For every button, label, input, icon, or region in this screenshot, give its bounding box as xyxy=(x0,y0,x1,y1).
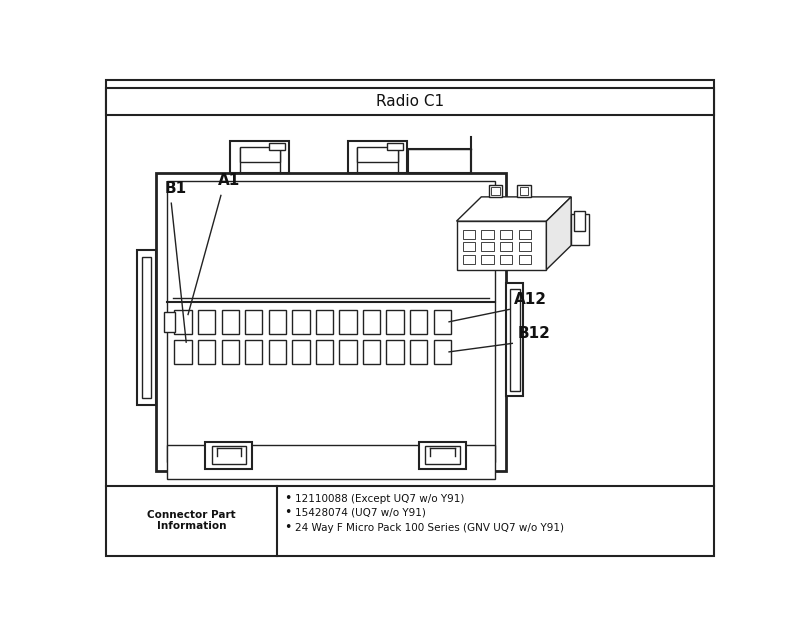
Bar xyxy=(363,340,380,364)
Bar xyxy=(518,243,531,251)
Bar xyxy=(292,340,310,364)
Bar xyxy=(434,340,451,364)
Bar xyxy=(164,312,175,331)
Bar xyxy=(316,340,333,364)
Text: A1: A1 xyxy=(218,173,240,188)
Text: 15428074 (UQ7 w/o Y91): 15428074 (UQ7 w/o Y91) xyxy=(295,507,426,517)
Bar xyxy=(518,255,531,264)
Bar xyxy=(270,143,285,150)
Bar xyxy=(222,340,239,364)
Text: A12: A12 xyxy=(514,292,547,307)
Text: •: • xyxy=(284,521,291,534)
Text: •: • xyxy=(284,506,291,518)
Bar xyxy=(363,310,380,334)
Text: 12110088 (Except UQ7 w/o Y91): 12110088 (Except UQ7 w/o Y91) xyxy=(295,494,465,503)
Bar xyxy=(457,221,546,270)
Bar xyxy=(574,212,586,231)
Bar xyxy=(245,340,262,364)
Bar xyxy=(408,149,471,173)
Bar xyxy=(410,340,427,364)
Bar xyxy=(500,230,512,239)
Bar xyxy=(174,340,192,364)
Bar xyxy=(167,181,495,462)
Bar xyxy=(510,289,520,391)
Bar xyxy=(386,310,404,334)
Text: •: • xyxy=(284,492,291,505)
Bar xyxy=(292,310,310,334)
Bar xyxy=(358,147,398,161)
Bar xyxy=(386,340,404,364)
Bar xyxy=(198,340,215,364)
Bar xyxy=(348,141,407,173)
Polygon shape xyxy=(457,197,571,221)
Text: 24 Way F Micro Pack 100 Series (GNV UQ7 w/o Y91): 24 Way F Micro Pack 100 Series (GNV UQ7 … xyxy=(295,523,564,533)
Bar xyxy=(518,185,531,197)
Bar xyxy=(426,446,459,464)
Bar xyxy=(462,230,475,239)
Bar xyxy=(419,442,466,469)
Bar xyxy=(230,141,289,173)
Bar xyxy=(138,250,156,405)
Text: Connector Part
Information: Connector Part Information xyxy=(147,510,236,532)
Bar xyxy=(174,310,192,334)
Bar xyxy=(482,255,494,264)
Bar xyxy=(156,173,506,471)
Bar xyxy=(506,283,523,396)
Bar xyxy=(491,186,500,195)
Bar xyxy=(500,243,512,251)
Bar xyxy=(571,214,589,245)
Bar xyxy=(520,186,529,195)
Bar xyxy=(198,310,215,334)
Bar xyxy=(462,243,475,251)
Text: Radio C1: Radio C1 xyxy=(376,94,444,109)
Bar xyxy=(339,340,357,364)
Bar xyxy=(482,243,494,251)
Bar xyxy=(269,310,286,334)
Bar xyxy=(387,143,402,150)
Text: B12: B12 xyxy=(518,326,550,341)
Bar xyxy=(518,230,531,239)
Bar xyxy=(142,258,151,398)
Bar xyxy=(222,310,239,334)
Bar xyxy=(239,147,280,161)
Polygon shape xyxy=(546,197,571,270)
Bar xyxy=(410,310,427,334)
Bar xyxy=(211,446,246,464)
Bar xyxy=(489,185,502,197)
Bar xyxy=(500,255,512,264)
Bar xyxy=(434,310,451,334)
Bar xyxy=(106,88,714,115)
Bar xyxy=(269,340,286,364)
Bar xyxy=(339,310,357,334)
Bar xyxy=(167,445,495,479)
Bar xyxy=(316,310,333,334)
Text: B1: B1 xyxy=(165,181,187,196)
Bar xyxy=(462,255,475,264)
Bar xyxy=(482,230,494,239)
Bar xyxy=(206,442,252,469)
Bar xyxy=(245,310,262,334)
